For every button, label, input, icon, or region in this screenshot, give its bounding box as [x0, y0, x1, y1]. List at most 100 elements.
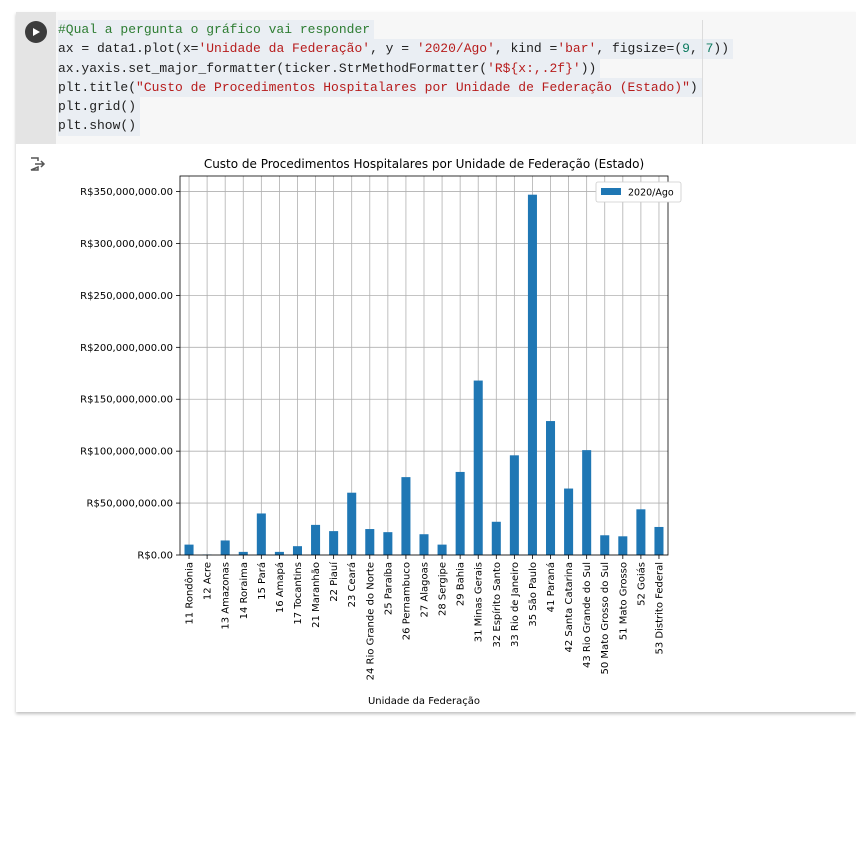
- x-tick-label: 32 Espírito Santo: [491, 562, 503, 648]
- code-line[interactable]: plt.title("Custo de Procedimentos Hospit…: [58, 77, 702, 98]
- x-tick-label: 51 Mato Grosso: [618, 562, 629, 640]
- bar: [491, 521, 501, 555]
- editor-ruler: [702, 20, 703, 144]
- bar: [383, 532, 393, 555]
- output-exit-icon[interactable]: [30, 157, 46, 176]
- code-token: 'R${x:,.2f}': [487, 60, 581, 76]
- bar: [582, 450, 592, 555]
- code-token: ): [689, 79, 698, 95]
- code-token: plt.grid(): [58, 99, 137, 115]
- axes-frame: [179, 175, 669, 556]
- x-tick-label: 29 Bahia: [456, 562, 467, 606]
- x-tick-label: 16 Amapá: [274, 562, 286, 613]
- bar: [220, 540, 230, 555]
- bar-chart: R$0.00 R$50,000,000.00 R$100,000,000.00 R$1…: [80, 157, 682, 707]
- code-token: "Custo de Procedimentos Hospitalares por…: [136, 79, 690, 95]
- bar: [437, 544, 447, 555]
- x-tick-label: 28 Sergipe: [438, 562, 449, 616]
- code-line[interactable]: ax = data1.plot(x='Unidade da Federação'…: [58, 39, 734, 59]
- code-line[interactable]: ax.yaxis.set_major_formatter(ticker.StrM…: [58, 58, 601, 78]
- code-line[interactable]: plt.show(): [58, 116, 141, 136]
- bar: [329, 531, 339, 555]
- x-tick-label: 22 Piauí: [328, 561, 340, 602]
- bar: [455, 471, 465, 555]
- bar: [256, 513, 266, 555]
- bar: [618, 536, 628, 555]
- x-tick-label: 50 Mato Grosso do Sul: [600, 562, 611, 674]
- code-line[interactable]: plt.grid(): [58, 97, 141, 117]
- bar: [509, 455, 519, 555]
- x-tick-label: 15 Pará: [256, 562, 268, 600]
- play-icon: [33, 28, 40, 36]
- code-token: plt.show(): [58, 118, 137, 134]
- y-tick-label: R$50,000,000.00: [87, 499, 173, 510]
- x-tick-label: 11 Rondônia: [184, 562, 196, 625]
- code-token: )): [713, 41, 730, 57]
- bar: [600, 535, 610, 555]
- bar: [347, 492, 357, 555]
- bar: [527, 194, 537, 555]
- bar: [419, 534, 429, 555]
- x-tick-label: 35 São Paulo: [528, 562, 539, 627]
- code-editor[interactable]: #Qual a pergunta o gráfico vai responder…: [16, 12, 856, 144]
- bar: [365, 529, 375, 555]
- y-tick-label: R$350,000,000.00: [80, 187, 173, 198]
- x-tick-label: 43 Rio Grande do Sul: [582, 562, 593, 668]
- x-tick-label: 23 Ceará: [346, 562, 358, 607]
- x-tick-label: 12 Acre: [203, 562, 214, 600]
- code-token: ,: [689, 41, 706, 57]
- cell-gutter: [16, 12, 56, 144]
- bar: [636, 509, 646, 555]
- x-tick-label: 27 Alagoas: [420, 562, 431, 617]
- notebook-cell: #Qual a pergunta o gráfico vai responder…: [16, 12, 856, 712]
- bar: [401, 477, 411, 555]
- bar: [184, 544, 194, 555]
- bar: [546, 421, 556, 555]
- bar: [654, 526, 664, 555]
- chart-title: Custo de Procedimentos Hospitalares por …: [204, 157, 644, 171]
- legend-swatch: [601, 188, 621, 195]
- bar: [292, 546, 302, 555]
- code-token: , kind =: [494, 41, 558, 57]
- y-tick-label: R$0.00: [137, 551, 173, 562]
- code-lines[interactable]: #Qual a pergunta o gráfico vai responder…: [58, 20, 734, 136]
- y-tick-label: R$100,000,000.00: [80, 447, 173, 458]
- code-token: , y =: [370, 41, 417, 57]
- code-token: 7: [705, 41, 714, 57]
- x-tick-label: 14 Roraima: [239, 562, 250, 619]
- x-tick-label: 17 Tocantins: [293, 562, 304, 625]
- x-tick-label: 24 Rio Grande do Norte: [365, 562, 376, 680]
- x-tick-label: 52 Goiás: [635, 562, 647, 606]
- code-token: 'bar': [557, 41, 597, 57]
- code-token: #Qual a pergunta o gráfico vai responder: [58, 22, 371, 37]
- code-token: )): [580, 60, 597, 76]
- x-tick-label: 31 Minas Gerais: [474, 562, 485, 642]
- x-tick-label: 21 Maranhão: [311, 562, 322, 628]
- code-token: 'Unidade da Federação': [198, 41, 371, 57]
- bar: [238, 551, 248, 555]
- x-tick-label: 25 Paraíba: [382, 562, 394, 615]
- y-tick-label: R$200,000,000.00: [80, 343, 173, 354]
- x-tick-label: 13 Amazonas: [221, 562, 232, 630]
- bar: [564, 488, 574, 555]
- code-token: ax.yaxis.set_major_formatter(ticker.StrM…: [58, 60, 488, 76]
- y-tick-label: R$150,000,000.00: [80, 395, 173, 406]
- bar: [311, 524, 321, 555]
- y-tick-label: R$300,000,000.00: [80, 239, 173, 250]
- code-token: '2020/Ago': [416, 41, 495, 57]
- y-tick-label: R$250,000,000.00: [80, 291, 173, 302]
- code-token: ax = data1.plot(x=: [58, 41, 199, 57]
- x-axis-label: Unidade da Federação: [368, 696, 480, 707]
- code-line[interactable]: #Qual a pergunta o gráfico vai responder: [58, 20, 375, 40]
- x-tick-label: 42 Santa Catarina: [564, 562, 575, 652]
- x-tick-label: 33 Rio de Janeiro: [510, 562, 521, 647]
- bar: [473, 380, 483, 555]
- code-token: 9: [682, 41, 690, 57]
- bar: [274, 551, 284, 555]
- x-tick-label: 26 Pernambuco: [401, 562, 412, 640]
- legend-box: [595, 181, 682, 203]
- run-cell-button[interactable]: [25, 21, 47, 43]
- x-tick-label: 41 Paraná: [545, 562, 557, 612]
- legend-label: 2020/Ago: [628, 188, 674, 199]
- x-tick-label: 53 Distrito Federal: [654, 562, 665, 655]
